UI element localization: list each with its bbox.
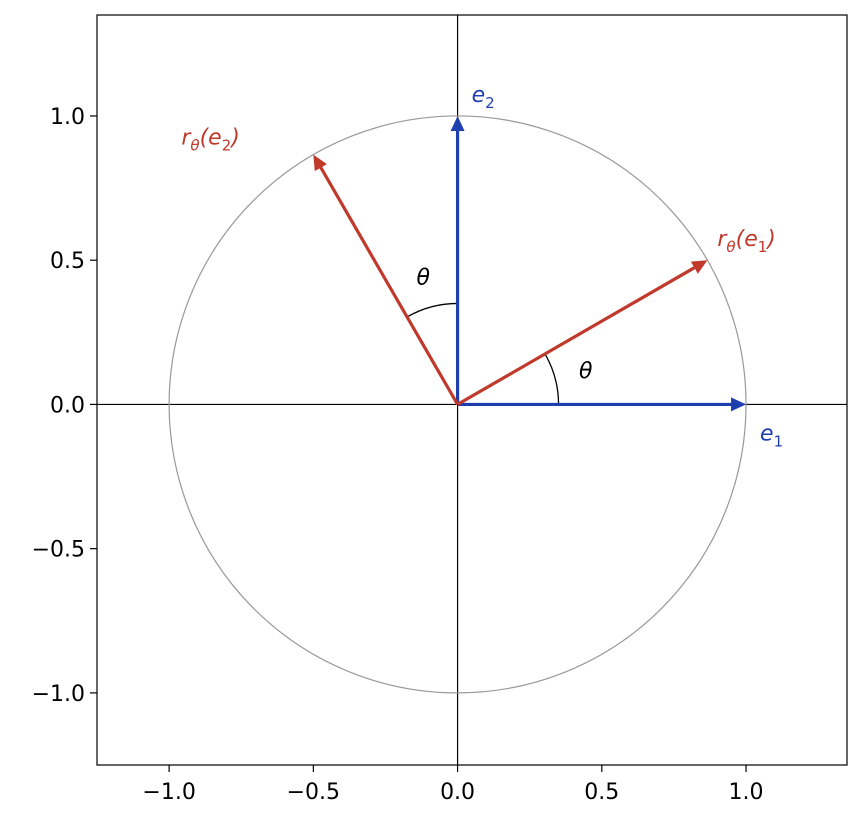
x-tick-label: −1.0 xyxy=(142,780,195,805)
vector-head xyxy=(313,154,327,172)
vector-label: rθ(e1) xyxy=(717,227,776,256)
vector-head xyxy=(731,397,747,412)
y-tick-label: −1.0 xyxy=(32,682,85,707)
vector-label-part: θ xyxy=(726,238,735,256)
y-tick-label: 1.0 xyxy=(50,105,85,130)
vector-label-part: 1 xyxy=(774,432,784,450)
x-tick-label: 1.0 xyxy=(729,780,764,805)
vector-label-part: e xyxy=(472,83,486,108)
vector-label: e1 xyxy=(760,421,783,450)
vector-label-part: (e xyxy=(736,227,758,252)
x-tick-label: 0.5 xyxy=(584,780,619,805)
x-tick-label: 0.0 xyxy=(440,780,475,805)
angle-label: θ xyxy=(416,265,430,290)
vector-label-part: 2 xyxy=(222,137,232,155)
vector-label-part: 2 xyxy=(485,94,495,112)
vector-label-part: ) xyxy=(229,126,240,151)
vector-label-part: 1 xyxy=(758,238,768,256)
vector-head xyxy=(450,115,465,131)
vector-label: rθ(e2) xyxy=(181,126,240,155)
angle-arc xyxy=(406,302,458,318)
vector-shaft xyxy=(456,266,696,406)
vector-label: e2 xyxy=(472,83,495,112)
y-tick-label: −0.5 xyxy=(32,538,85,563)
vector-label-part: e xyxy=(760,421,774,446)
vector-label-part: r xyxy=(717,227,728,252)
vector-label-part: θ xyxy=(190,137,199,155)
vector-label-part: (e xyxy=(200,126,222,151)
x-tick-label: −0.5 xyxy=(287,780,340,805)
angle-arc xyxy=(544,353,560,405)
y-tick-label: 0.5 xyxy=(50,249,85,274)
y-tick-label: 0.0 xyxy=(50,393,85,418)
vector-head xyxy=(690,260,708,274)
vector-shaft xyxy=(319,166,459,406)
vector-label-part: r xyxy=(181,126,192,151)
plot-frame xyxy=(96,14,848,766)
angle-label: θ xyxy=(579,359,593,384)
vector-label-part: ) xyxy=(765,227,776,252)
